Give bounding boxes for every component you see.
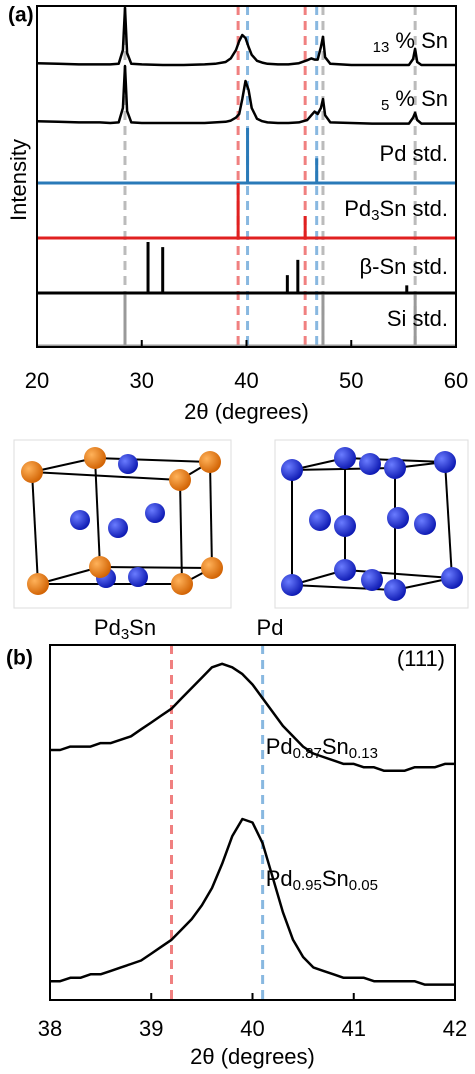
x-tick-label: 30: [130, 368, 154, 393]
structure-label: Pd3Sn: [94, 615, 156, 643]
y-axis-label: Intensity: [6, 139, 31, 221]
structure-label: Pd: [257, 615, 284, 640]
x-tick-label: 60: [444, 368, 468, 393]
x-tick-label: 41: [342, 1016, 366, 1041]
figure: (a) (b) Pd3Sn Pd 13 % Sn 5 % Sn Pd std. Pd3…: [0, 0, 475, 1074]
x-tick-label: 42: [443, 1016, 467, 1041]
series-label: 5 % Sn: [381, 86, 448, 114]
x-tick-label: 38: [38, 1016, 62, 1041]
series-label: Pd std.: [380, 141, 448, 166]
series-label: 13 % Sn: [373, 28, 448, 56]
panel-label: (b): [6, 647, 33, 670]
x-axis-label: 2θ (degrees): [184, 399, 309, 424]
series-label: Pd3Sn std.: [344, 196, 448, 224]
structure-left: [14, 440, 231, 608]
x-tick-label: 39: [139, 1016, 163, 1041]
annotation: (111): [397, 646, 445, 671]
pattern-line: [50, 819, 455, 985]
pattern-line: [50, 664, 455, 771]
x-tick-label: 40: [234, 368, 258, 393]
series-label: Pd0.95Sn0.05: [266, 866, 378, 894]
x-tick-label: 20: [25, 368, 49, 393]
x-tick-label: 40: [240, 1016, 264, 1041]
structure-right: [275, 440, 468, 608]
x-tick-label: 50: [339, 368, 363, 393]
series-label: β-Sn std.: [360, 254, 448, 279]
x-axis-label: 2θ (degrees): [190, 1044, 315, 1069]
series-label: Si std.: [387, 306, 448, 331]
panel-label: (a): [8, 4, 34, 27]
series-label: Pd0.87Sn0.13: [266, 734, 378, 762]
